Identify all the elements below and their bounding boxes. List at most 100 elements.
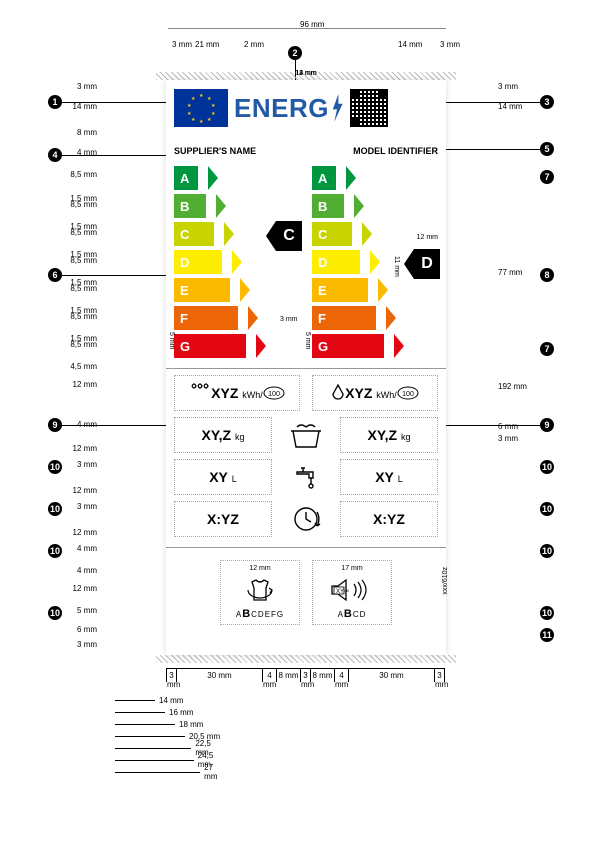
dim-left-21: 3 mm <box>47 460 97 469</box>
dim-ptr-h: 11 mm <box>393 256 400 277</box>
tap-icon <box>291 464 321 490</box>
dim-5mm-r: 5 mm <box>304 332 311 350</box>
shirt-spin-icon <box>242 575 278 605</box>
svg-text:100: 100 <box>268 391 280 398</box>
per100-icon-r: 100 <box>397 386 419 400</box>
dim-bottom-0: 3 mm <box>166 668 176 682</box>
dim-ptr-w: 12 mm <box>417 234 438 241</box>
consumption-left: XYZ kWh/ 100 <box>174 375 300 411</box>
class-pointer-right: D <box>404 249 440 279</box>
brand-text: ENERG <box>234 93 344 124</box>
eu-flag-icon: ★★ ★★ ★★ ★★ ★★ <box>174 89 228 127</box>
dim-left-0: 3 mm <box>47 82 97 91</box>
callout-3: 3 <box>540 95 554 109</box>
ladder-2: 18 mm <box>115 718 225 730</box>
bolt-icon <box>330 94 344 122</box>
qr-code-icon <box>350 89 388 127</box>
dim-5mm-l: 5 mm <box>168 332 175 350</box>
energy-label: ★★ ★★ ★★ ★★ ★★ ENERG SUPPLIER'S NAME MOD… <box>166 80 446 655</box>
dim-left-6: 8,5 mm <box>47 200 97 209</box>
class-arrow-E: E <box>312 278 378 302</box>
dim-spin-w: 12 mm <box>249 565 270 572</box>
callout-10e: 10 <box>540 460 554 474</box>
per100-icon: 100 <box>263 386 285 400</box>
svg-text:100: 100 <box>402 391 414 398</box>
callout-10h: 10 <box>540 606 554 620</box>
dim-r-77: 77 mm <box>498 268 522 277</box>
scales: ABCDEFG C ABCDEFG D 12 mm 11 mm <box>174 166 438 358</box>
dim-r-192: 192 mm <box>498 382 527 391</box>
dim-m2: 2 mm <box>244 40 264 49</box>
dim-noise-w: 17 mm <box>341 565 362 572</box>
regulation-code: xxx/610z <box>442 567 449 595</box>
dim-left-20: 12 mm <box>47 444 97 453</box>
tap-icon-cell: 11 mm <box>284 459 328 495</box>
spin-noise-box: 12 mm ABCDEFG <box>220 560 300 625</box>
callout-7a: 7 <box>540 170 554 184</box>
lead-6 <box>62 275 166 276</box>
dim-left-1: 14 mm <box>47 102 97 111</box>
lead-5 <box>446 149 540 150</box>
svg-text:dB: dB <box>344 588 349 593</box>
dim-left-24: 12 mm <box>47 528 97 537</box>
dim-left-17: 4,5 mm <box>47 362 97 371</box>
ladder-1: 16 mm <box>115 706 225 718</box>
class-arrow-C: C <box>174 222 224 246</box>
dim-left-8: 8,5 mm <box>47 228 97 237</box>
dim-bottom-1: 30 mm <box>176 668 262 682</box>
class-arrow-G: G <box>312 334 394 358</box>
noise-classline: ABCD <box>338 608 367 620</box>
dim-m3: 3 mm <box>440 40 460 49</box>
spin-classline: ABCDEFG <box>236 608 284 620</box>
dim-left-26: 4 mm <box>47 566 97 575</box>
dim-qr-w: 14 mm <box>398 40 422 49</box>
water-row: XY L 11 mm XY L <box>174 459 438 495</box>
dim-left-27: 12 mm <box>47 584 97 593</box>
dim-left-30: 3 mm <box>47 640 97 649</box>
dim-left-3: 4 mm <box>47 148 97 157</box>
divider-2 <box>166 547 446 548</box>
lead-3 <box>446 102 540 103</box>
dim-left-28: 5 mm <box>47 606 97 615</box>
scale-right: ABCDEFG D 12 mm 11 mm <box>312 166 438 358</box>
dim-3mm-split: 3 mm <box>280 316 298 323</box>
duration-left: X:YZ <box>174 501 272 537</box>
callout-8: 8 <box>540 268 554 282</box>
noise-db-box: 17 mm XYdB ABCD <box>312 560 392 625</box>
supplier-label: SUPPLIER'S NAME <box>174 146 256 156</box>
class-arrow-E: E <box>174 278 240 302</box>
capacity-right: XY,Z kg <box>340 417 438 453</box>
arrow-width-ladder: 14 mm16 mm18 mm20,5 mm22,5 mm24,5 mm27 m… <box>115 694 225 778</box>
supplier-row: SUPPLIER'S NAME MODEL IDENTIFIER <box>174 146 438 156</box>
callout-11: 11 <box>540 628 554 642</box>
dim-left-22: 12 mm <box>47 486 97 495</box>
steam-icon <box>189 382 211 404</box>
water-right: XY L <box>340 459 438 495</box>
consumption-right: XYZ kWh/ 100 <box>312 375 438 411</box>
dim-r-3: 3 mm <box>498 82 518 91</box>
dim-left-23: 3 mm <box>47 502 97 511</box>
capacity-left: XY,Z kg <box>174 417 272 453</box>
class-arrow-D: D <box>174 250 232 274</box>
dim-left-18: 12 mm <box>47 380 97 389</box>
dim-r-6: 6 mm <box>498 422 518 431</box>
duration-row: X:YZ 13 mm X:YZ <box>174 501 438 537</box>
dim-bottom-6: 4 mm <box>334 668 348 682</box>
dim-flag-w: 21 mm <box>195 40 219 49</box>
class-arrow-D: D <box>312 250 370 274</box>
callout-5: 5 <box>540 142 554 156</box>
dim-r-14: 14 mm <box>498 102 522 111</box>
bottom-dims: 3 mm30 mm4 mm8 mm3 mm8 mm4 mm30 mm3 mm <box>166 668 445 682</box>
drop-icon <box>331 384 345 402</box>
class-arrow-A: A <box>312 166 346 190</box>
clock-icon <box>291 504 321 534</box>
callout-10g: 10 <box>540 544 554 558</box>
water-left: XY L <box>174 459 272 495</box>
dim-left-4: 8,5 mm <box>47 170 97 179</box>
basket-icon <box>289 421 323 449</box>
dim-r-3b: 3 mm <box>498 434 518 443</box>
capacity-row: XY,Z kg 14 mm XY,Z kg <box>174 417 438 453</box>
class-arrow-C: C <box>312 222 362 246</box>
model-label: MODEL IDENTIFIER <box>353 146 438 156</box>
basket-icon-cell: 14 mm <box>284 417 328 453</box>
